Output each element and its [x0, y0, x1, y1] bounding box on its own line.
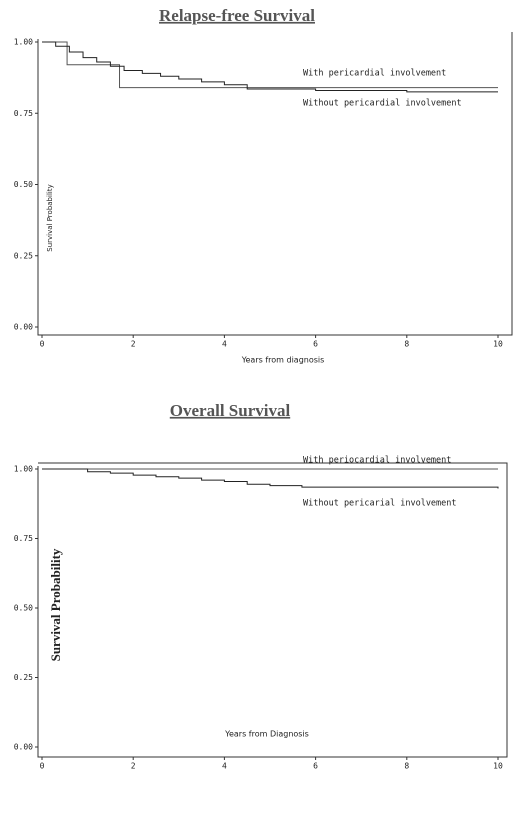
- y-tick-label: 0.25: [14, 251, 33, 260]
- x-tick-label: 8: [404, 762, 409, 771]
- axis-frame: [37, 462, 508, 758]
- x-tick-label: 4: [222, 762, 227, 771]
- chart-title: Relapse-free Survival: [159, 6, 315, 25]
- curve-label: With periocardial involvement: [303, 456, 451, 466]
- survival-curve: [42, 41, 498, 89]
- curve-label: Without pericarial involvement: [303, 499, 457, 509]
- curve-label: Without pericardial involvement: [303, 99, 462, 109]
- y-tick-label: 0.75: [14, 534, 33, 543]
- axis-frame: [37, 32, 513, 336]
- survival-curve: [42, 468, 499, 489]
- y-tick-label: 1.00: [14, 465, 33, 474]
- y-tick-label: 0.75: [14, 109, 33, 118]
- survival-curve: [42, 41, 498, 93]
- x-tick-label: 0: [40, 762, 45, 771]
- chart-title: Overall Survival: [170, 401, 291, 420]
- y-tick-label: 0.25: [14, 673, 33, 682]
- y-axis-label: Survival Probability: [48, 548, 63, 661]
- x-tick-label: 10: [493, 340, 503, 349]
- x-tick-label: 10: [493, 762, 503, 771]
- x-tick-label: 8: [404, 340, 409, 349]
- x-tick-label: 6: [313, 340, 318, 349]
- y-tick-label: 0.50: [14, 604, 33, 613]
- y-tick-label: 1.00: [14, 38, 33, 47]
- x-tick-label: 0: [40, 340, 45, 349]
- x-axis-label: Years from diagnosis: [241, 356, 325, 365]
- y-axis-label: Survival Probability: [46, 184, 54, 251]
- x-tick-label: 2: [131, 762, 136, 771]
- curve-label: With pericardial involvement: [303, 69, 446, 79]
- y-tick-label: 0.00: [14, 323, 33, 332]
- x-tick-label: 6: [313, 762, 318, 771]
- y-tick-label: 0.50: [14, 180, 33, 189]
- x-tick-label: 4: [222, 340, 227, 349]
- x-axis-label: Years from Diagnosis: [224, 730, 309, 739]
- x-tick-label: 2: [131, 340, 136, 349]
- y-tick-label: 0.00: [14, 743, 33, 752]
